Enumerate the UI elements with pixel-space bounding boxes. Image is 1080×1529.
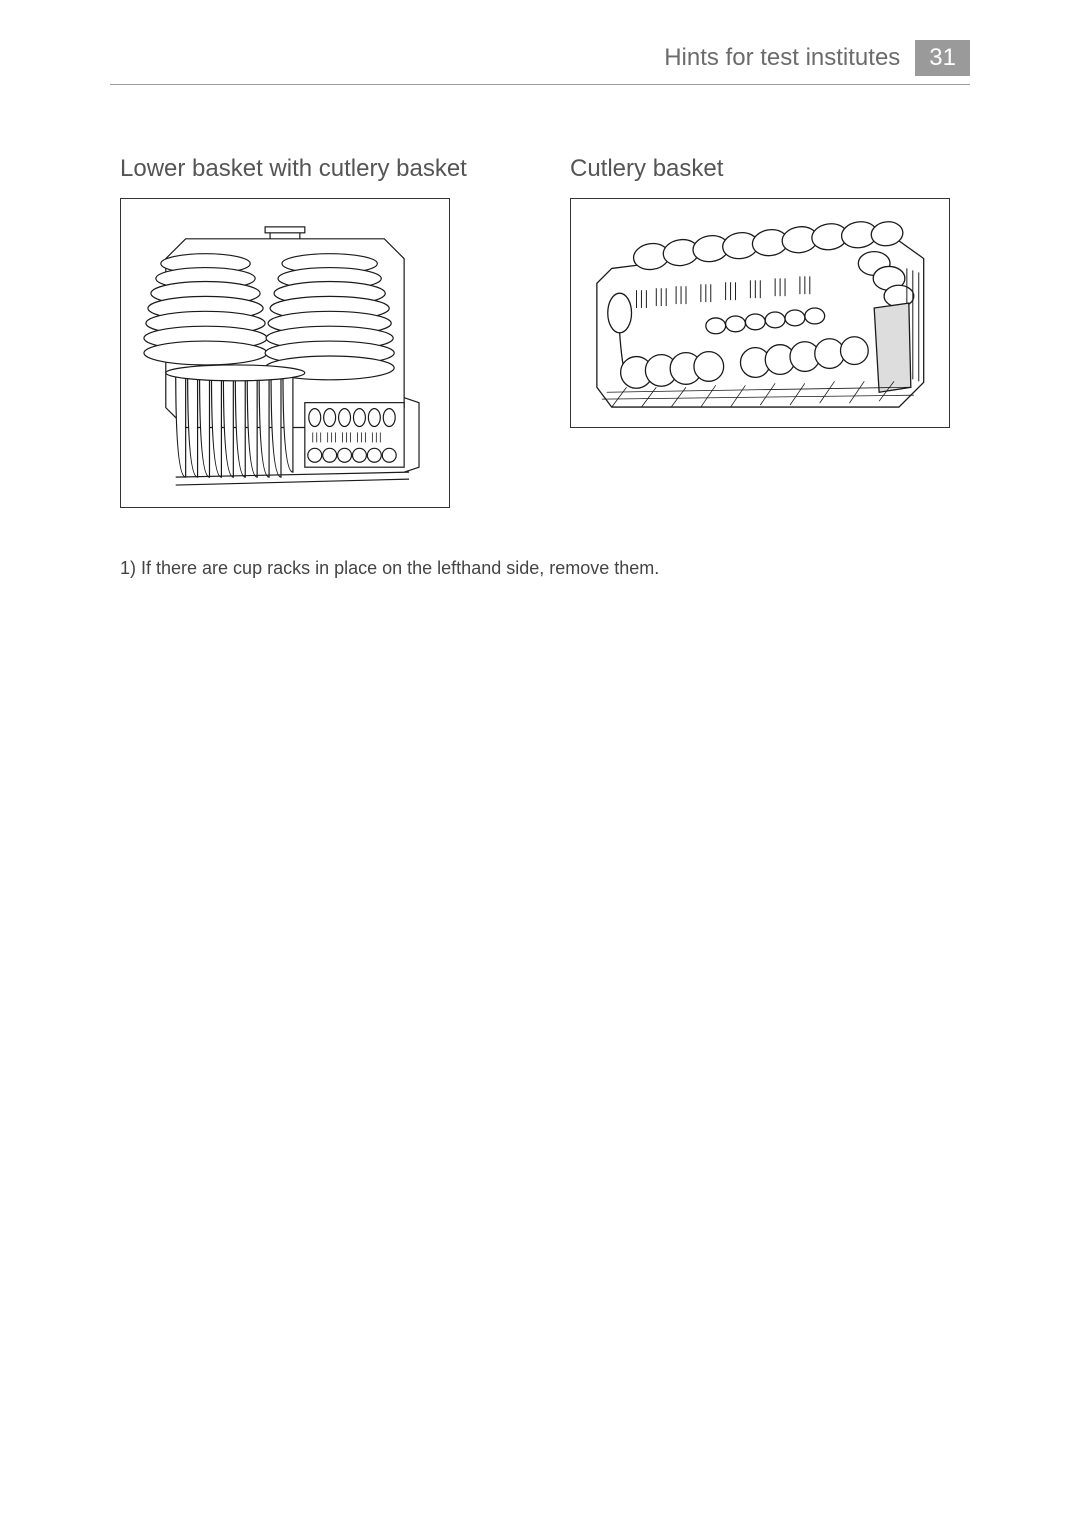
figure-right-box	[570, 198, 950, 428]
page-number: 31	[915, 40, 970, 76]
cutlery-basket-illustration	[582, 209, 939, 417]
figure-left-box	[120, 198, 450, 508]
footnote: 1) If there are cup racks in place on th…	[120, 558, 970, 579]
figures-row: Lower basket with cutlery basket	[120, 155, 970, 508]
header-title: Hints for test institutes	[664, 44, 900, 72]
figure-right-title: Cutlery basket	[570, 155, 970, 183]
lower-basket-illustration	[136, 209, 434, 497]
page-content: Lower basket with cutlery basket	[120, 155, 970, 579]
figure-right-block: Cutlery basket	[570, 155, 970, 508]
page-header: Hints for test institutes 31	[110, 40, 970, 85]
figure-left-title: Lower basket with cutlery basket	[120, 155, 520, 183]
figure-left-block: Lower basket with cutlery basket	[120, 155, 520, 508]
